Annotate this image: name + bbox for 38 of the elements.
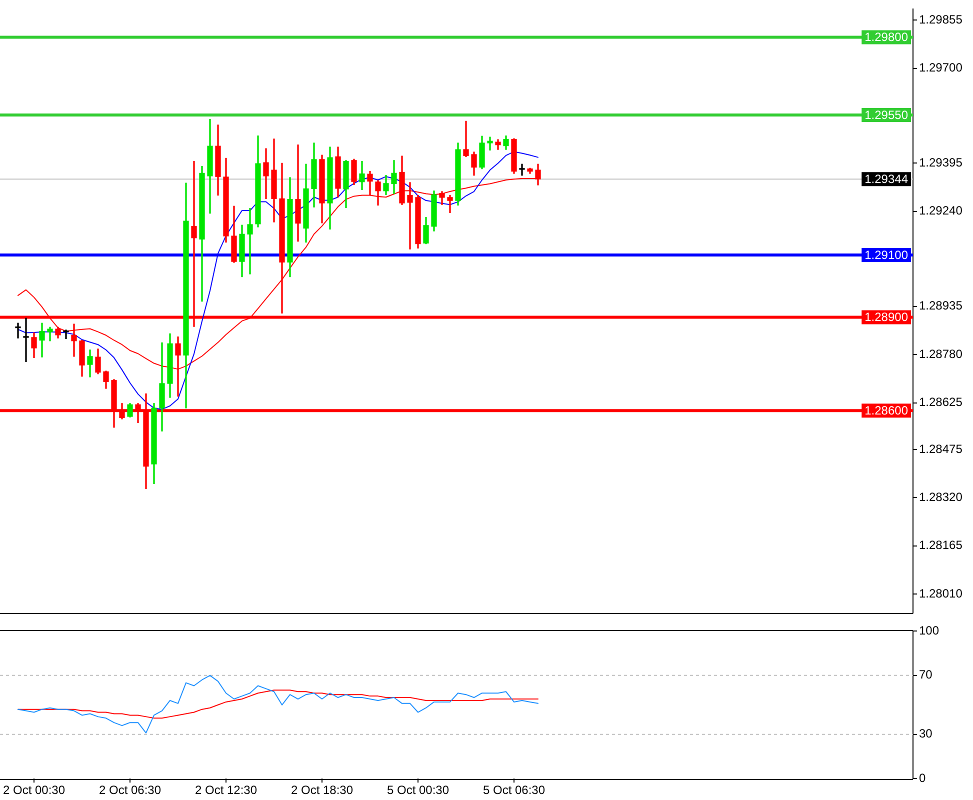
y-tick-label: 1.28780: [919, 346, 963, 361]
x-tick-label: 2 Oct 06:30: [98, 783, 162, 798]
ref-line-label: 1.28600: [864, 403, 908, 418]
y-tick-label: 1.28935: [919, 298, 963, 313]
x-tick-label: 2 Oct 18:30: [290, 783, 354, 798]
ref-line-label: 1.29100: [864, 248, 908, 262]
y-tick-label: 30: [919, 726, 933, 741]
candlestick: [487, 136, 493, 150]
candlestick: [407, 182, 413, 250]
candlestick: [63, 330, 69, 340]
y-tick-label: 0: [919, 770, 926, 785]
y-tick-label: 1.29855: [919, 12, 963, 26]
y-tick-label: 1.28165: [919, 538, 963, 552]
candlestick: [447, 194, 453, 214]
candlestick: [23, 318, 29, 362]
candlestick: [463, 120, 469, 158]
x-tick-label: 2 Oct 00:30: [2, 783, 66, 798]
x-tick-label: 5 Oct 00:30: [386, 783, 450, 798]
y-tick-label: 1.29395: [919, 156, 963, 170]
y-tick-label: 1.28320: [919, 490, 963, 504]
candlestick: [295, 144, 301, 242]
ref-line-label: 1.29550: [864, 108, 908, 122]
candlestick: [15, 322, 21, 338]
y-tick-label: 1.28475: [919, 442, 963, 456]
y-tick-label: 1.29240: [919, 204, 963, 218]
candlestick: [247, 208, 253, 274]
y-tick-label: 1.28625: [919, 395, 963, 410]
y-tick-label: 1.28010: [919, 586, 963, 600]
ref-line-label: 1.28900: [864, 310, 908, 324]
y-tick-label: 1.29700: [919, 60, 963, 75]
y-tick-label: 70: [919, 668, 933, 682]
ref-line-label: 1.29800: [864, 30, 908, 44]
x-tick-label: 2 Oct 12:30: [194, 783, 258, 798]
candlestick: [71, 324, 77, 357]
x-tick-label: 5 Oct 06:30: [482, 783, 546, 798]
ref-line-label: 1.29344: [864, 172, 908, 186]
candlestick: [519, 164, 525, 176]
y-tick-label: 100: [919, 624, 940, 638]
